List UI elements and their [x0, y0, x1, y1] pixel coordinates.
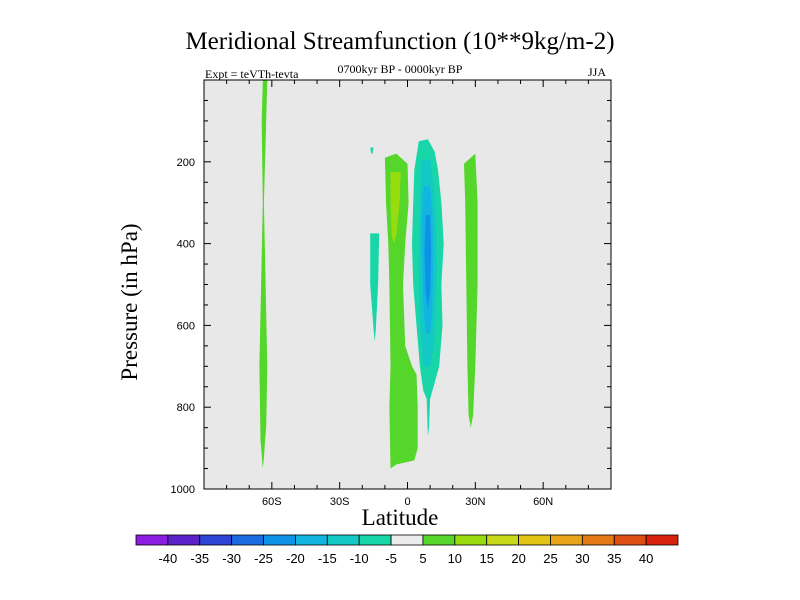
- x-axis-label: Latitude: [361, 505, 439, 530]
- colorbar-label: -5: [385, 551, 397, 566]
- colorbar-box: [550, 534, 583, 546]
- colorbar-box: [613, 534, 647, 546]
- chart-title: Meridional Streamfunction (10**9kg/m-2): [185, 28, 615, 55]
- season-label: JJA: [588, 65, 607, 79]
- colorbar-box: [326, 534, 360, 546]
- colorbar-label: 35: [607, 551, 621, 566]
- colorbar-label: -20: [286, 551, 305, 566]
- colorbar-label: 25: [543, 551, 557, 566]
- colorbar-label: -10: [350, 551, 369, 566]
- x-tick-label: 30N: [465, 496, 485, 508]
- contour-region-9: [424, 215, 432, 309]
- colorbar-label: -35: [190, 551, 209, 566]
- y-tick-label: 600: [177, 320, 195, 332]
- y-tick-label: 1000: [171, 484, 195, 496]
- colorbar-box: [263, 534, 296, 546]
- experiment-label: Expt = teVTh-tevta: [205, 67, 299, 81]
- contour-region-1: [370, 233, 380, 342]
- y-tick-label: 400: [177, 239, 195, 251]
- colorbar-label: 20: [511, 551, 525, 566]
- colorbar-box: [390, 534, 424, 546]
- colorbar-box: [486, 534, 519, 546]
- colorbar-label: 15: [479, 551, 493, 566]
- colorbar-label: 40: [639, 551, 653, 566]
- contour-region-2: [370, 147, 374, 154]
- colorbar-box: [422, 534, 456, 546]
- colorbar-box: [199, 534, 233, 546]
- contour-region-0: [259, 80, 268, 469]
- colorbar-box: [581, 534, 615, 546]
- colorbar-box: [518, 534, 551, 546]
- colorbar-box: [135, 534, 169, 546]
- colorbar-label: 30: [575, 551, 589, 566]
- colorbar-box: [167, 534, 201, 546]
- x-tick-label: 60N: [533, 496, 553, 508]
- colorbar-label: -30: [222, 551, 241, 566]
- colorbar-label: -25: [254, 551, 273, 566]
- colorbar-label: 10: [448, 551, 462, 566]
- x-tick-label: 0: [404, 496, 410, 508]
- colorbar-box: [645, 534, 679, 546]
- colorbar-box: [358, 534, 392, 546]
- colorbar-label: -15: [318, 551, 337, 566]
- contour-region-5: [464, 153, 478, 428]
- colorbar-box: [295, 534, 328, 546]
- colorbar-label: -40: [158, 551, 177, 566]
- contour-region-4: [390, 172, 401, 244]
- colorbar-box: [231, 534, 264, 546]
- colorbar-label: 5: [419, 551, 426, 566]
- x-tick-label: 60S: [262, 496, 282, 508]
- chart-subtitle: 0700kyr BP - 0000kyr BP: [337, 62, 463, 76]
- y-tick-label: 800: [177, 402, 195, 414]
- x-tick-label: 30S: [330, 496, 350, 508]
- colorbar-box: [454, 534, 488, 546]
- y-tick-label: 200: [177, 157, 195, 169]
